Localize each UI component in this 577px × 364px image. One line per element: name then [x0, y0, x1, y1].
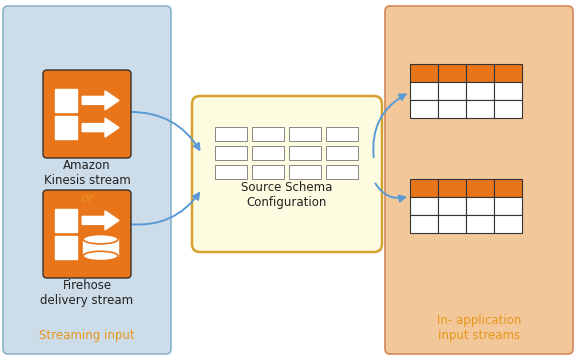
Bar — [215, 127, 247, 141]
Bar — [55, 236, 77, 259]
Ellipse shape — [83, 251, 118, 261]
Bar — [410, 215, 438, 233]
Bar — [466, 100, 494, 118]
Bar — [438, 82, 466, 100]
Bar — [494, 197, 522, 215]
Bar — [83, 239, 118, 256]
Bar — [326, 146, 358, 160]
Bar — [438, 197, 466, 215]
Bar — [438, 64, 466, 82]
Bar — [466, 215, 494, 233]
Bar — [494, 82, 522, 100]
Bar — [326, 165, 358, 179]
FancyBboxPatch shape — [192, 96, 382, 252]
Bar — [466, 197, 494, 215]
Bar — [252, 165, 284, 179]
Bar — [289, 127, 321, 141]
Polygon shape — [82, 91, 119, 110]
Bar — [55, 89, 77, 112]
Text: Firehose
delivery stream: Firehose delivery stream — [40, 279, 133, 307]
Bar — [494, 64, 522, 82]
Bar — [55, 116, 77, 139]
FancyBboxPatch shape — [43, 190, 131, 278]
Bar — [494, 215, 522, 233]
Bar — [410, 179, 438, 197]
FancyBboxPatch shape — [385, 6, 573, 354]
Bar — [289, 146, 321, 160]
Bar — [215, 146, 247, 160]
Text: Source Schema
Configuration: Source Schema Configuration — [241, 181, 333, 209]
FancyBboxPatch shape — [3, 6, 171, 354]
Bar — [466, 179, 494, 197]
Bar — [438, 179, 466, 197]
Bar — [466, 82, 494, 100]
Bar — [410, 64, 438, 82]
Bar — [410, 82, 438, 100]
Bar — [215, 165, 247, 179]
Bar — [252, 127, 284, 141]
Ellipse shape — [83, 234, 118, 244]
Bar — [494, 179, 522, 197]
Bar — [438, 215, 466, 233]
Bar — [252, 146, 284, 160]
Bar — [326, 127, 358, 141]
Bar — [494, 100, 522, 118]
Bar — [289, 165, 321, 179]
Bar — [55, 209, 77, 232]
Bar — [410, 197, 438, 215]
FancyBboxPatch shape — [43, 70, 131, 158]
Text: Streaming input: Streaming input — [39, 329, 135, 342]
Polygon shape — [82, 118, 119, 137]
Text: Amazon
Kinesis stream: Amazon Kinesis stream — [44, 159, 130, 187]
Bar — [410, 100, 438, 118]
Bar — [438, 100, 466, 118]
Bar — [466, 64, 494, 82]
Text: or: or — [81, 193, 93, 206]
Text: In- application
input streams: In- application input streams — [437, 314, 521, 342]
Polygon shape — [82, 211, 119, 230]
